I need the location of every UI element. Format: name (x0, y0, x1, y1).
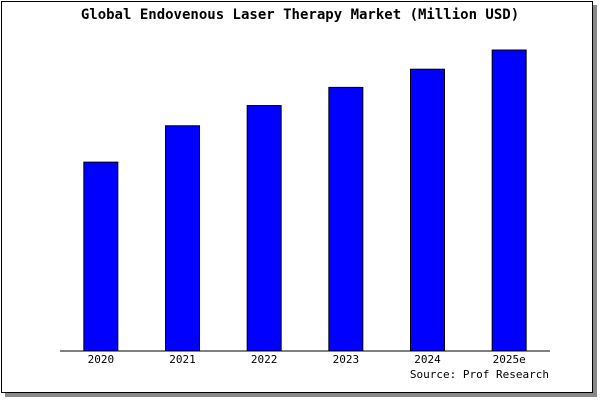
bar (491, 49, 527, 352)
bar (246, 105, 282, 352)
source-note: Source: Prof Research (410, 368, 549, 381)
x-tick-label: 2020 (88, 353, 115, 366)
x-tick-label: 2021 (169, 353, 196, 366)
x-tick-label: 2025e (493, 353, 526, 366)
bar (328, 86, 364, 352)
x-tick-label: 2024 (414, 353, 441, 366)
bar (83, 161, 119, 352)
bar (165, 125, 200, 352)
x-tick-label: 2022 (251, 353, 278, 366)
chart-title: Global Endovenous Laser Therapy Market (… (81, 7, 519, 23)
x-tick-label: 2023 (333, 353, 360, 366)
bar (410, 68, 445, 352)
